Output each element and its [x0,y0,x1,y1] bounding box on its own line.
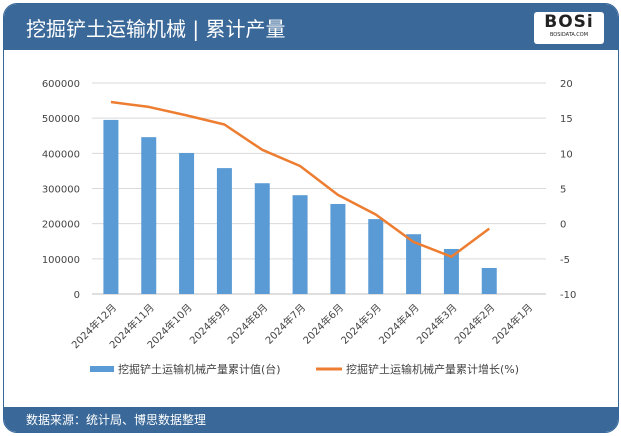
left-tick-label: 100000 [42,255,80,266]
bar [481,267,497,294]
legend-line-label: 挖掘铲土运输机械产量累计增长(%) [346,362,519,376]
right-tick-label: 20 [560,79,573,90]
left-tick-label: 0 [74,290,80,301]
bar [368,219,384,294]
right-tick-label: 5 [560,185,566,196]
bar [254,183,270,294]
header-bar: 挖掘铲土运输机械 | 累计产量 BOSi BOSIDATA.COM [4,4,618,50]
right-tick-label: -10 [560,290,576,301]
bar [443,248,459,294]
left-tick-label: 600000 [42,79,80,90]
bar [406,234,422,294]
x-tick-label: 2024年1月 [489,301,535,347]
right-tick-label: -5 [560,255,570,266]
legend-bar-label: 挖掘铲土运输机械产量累计值(台) [118,362,281,376]
legend-bar-swatch [90,366,114,372]
left-tick-label: 200000 [42,220,80,231]
bar [330,203,346,294]
bar [103,119,119,294]
left-tick-label: 500000 [42,114,80,125]
page-title: 挖掘铲土运输机械 | 累计产量 [26,17,286,41]
left-tick-label: 400000 [42,149,80,160]
bar [179,152,195,294]
right-tick-label: 10 [560,149,573,160]
growth-line [110,100,490,258]
bosi-logo: BOSi BOSIDATA.COM [534,12,604,44]
bar [141,137,157,294]
right-tick-label: 0 [560,220,566,231]
footer-bar: 数据来源：统计局、博思数据整理 [4,407,618,432]
data-source: 数据来源：统计局、博思数据整理 [26,413,207,427]
bar [216,168,232,294]
right-tick-label: 15 [560,114,573,125]
bar [292,195,308,294]
left-tick-label: 300000 [42,185,80,196]
